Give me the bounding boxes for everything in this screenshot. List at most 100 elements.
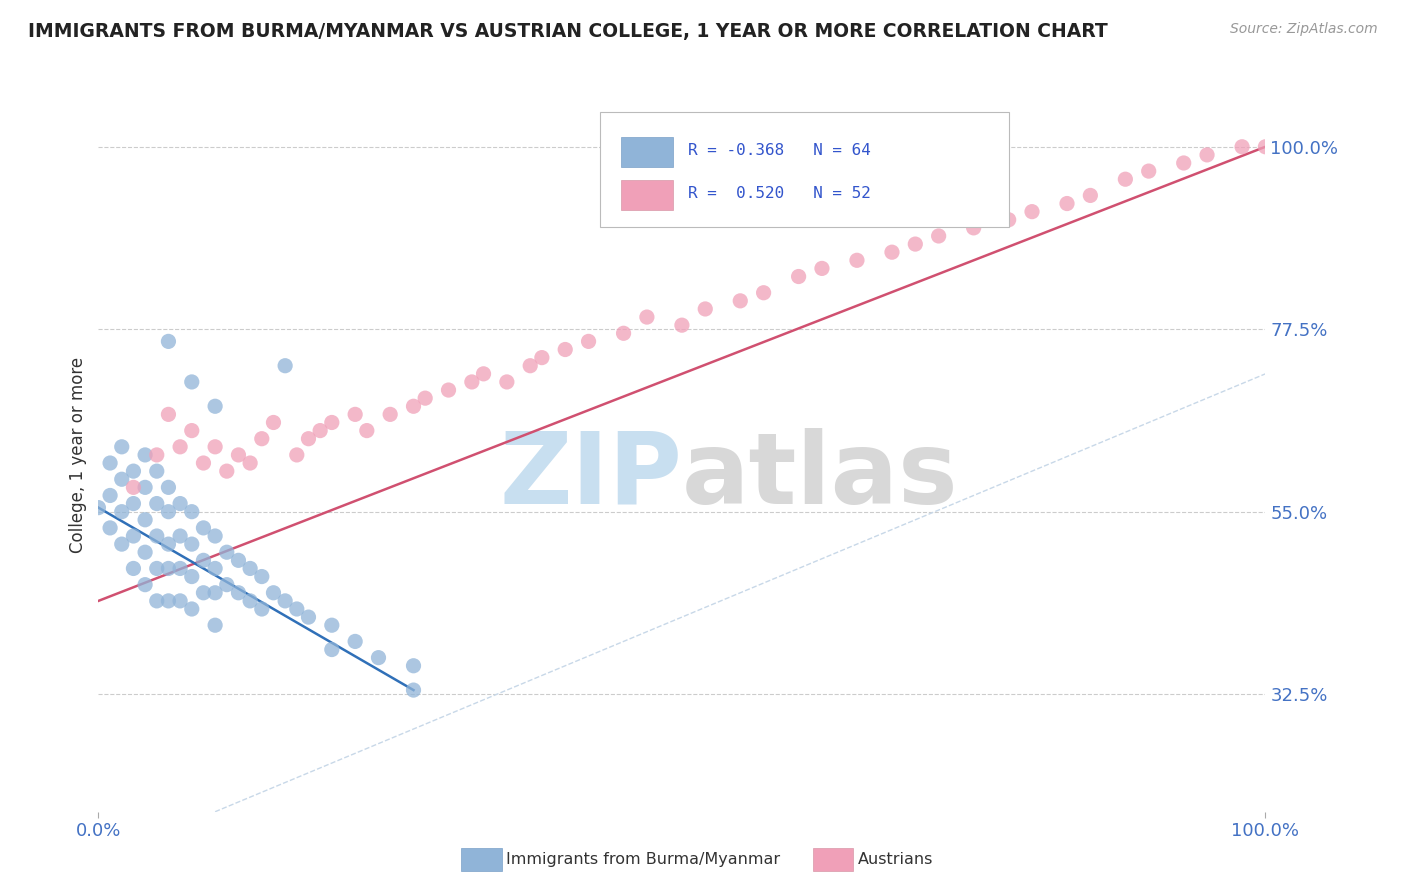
Point <box>671 318 693 333</box>
Point <box>262 416 284 430</box>
Point <box>169 497 191 511</box>
Point <box>730 293 752 308</box>
Y-axis label: College, 1 year or more: College, 1 year or more <box>69 357 87 553</box>
Text: Austrians: Austrians <box>858 853 934 867</box>
Point <box>180 505 202 519</box>
Point <box>845 253 868 268</box>
Point <box>134 480 156 494</box>
Point <box>309 424 332 438</box>
Point <box>146 464 169 478</box>
Point <box>204 440 226 454</box>
Point <box>274 359 297 373</box>
Point <box>193 586 215 600</box>
Point <box>1195 148 1218 162</box>
Point <box>193 553 215 567</box>
Point <box>997 212 1019 227</box>
Point <box>111 505 134 519</box>
Point <box>239 594 262 608</box>
Point <box>554 343 576 357</box>
Point <box>321 416 343 430</box>
Point <box>250 432 273 446</box>
Point <box>787 269 810 284</box>
Point <box>402 683 425 698</box>
Point <box>1056 196 1078 211</box>
Text: R =  0.520   N = 52: R = 0.520 N = 52 <box>688 186 870 202</box>
Point <box>169 561 191 575</box>
FancyBboxPatch shape <box>621 180 672 211</box>
Point <box>111 440 134 454</box>
Point <box>228 553 250 567</box>
Point <box>157 408 180 422</box>
Point <box>402 399 425 413</box>
Point <box>1173 156 1195 170</box>
Point <box>904 237 927 252</box>
Point <box>612 326 634 341</box>
Point <box>204 586 226 600</box>
Point <box>134 545 156 559</box>
Point <box>215 464 238 478</box>
Point <box>228 586 250 600</box>
Point <box>157 334 180 349</box>
Point <box>157 480 180 494</box>
Point <box>193 456 215 470</box>
Point <box>204 618 226 632</box>
Point <box>157 594 180 608</box>
Point <box>111 537 134 551</box>
Point <box>169 440 191 454</box>
Point <box>578 334 600 349</box>
Point <box>157 537 180 551</box>
Point <box>495 375 517 389</box>
Point <box>122 529 145 543</box>
Point <box>204 529 226 543</box>
Point <box>262 586 284 600</box>
Point <box>215 545 238 559</box>
Point <box>321 618 343 632</box>
Point <box>122 497 145 511</box>
Point <box>204 561 226 575</box>
Point <box>180 602 202 616</box>
Point <box>122 464 145 478</box>
Text: R = -0.368   N = 64: R = -0.368 N = 64 <box>688 144 870 159</box>
Point <box>134 577 156 591</box>
Point <box>297 432 319 446</box>
Point <box>98 488 121 502</box>
Point <box>356 424 378 438</box>
Point <box>285 602 308 616</box>
Point <box>928 229 950 244</box>
Point <box>98 456 121 470</box>
Point <box>413 391 436 405</box>
Text: Source: ZipAtlas.com: Source: ZipAtlas.com <box>1230 22 1378 37</box>
Point <box>344 408 367 422</box>
Point <box>180 375 202 389</box>
Point <box>193 521 215 535</box>
Point <box>204 399 226 413</box>
Point <box>111 472 134 486</box>
Point <box>1137 164 1160 178</box>
Point <box>239 456 262 470</box>
Point <box>122 561 145 575</box>
Point <box>297 610 319 624</box>
Point <box>472 367 495 381</box>
Point <box>636 310 658 324</box>
Text: ZIP: ZIP <box>499 428 682 524</box>
Point <box>169 594 191 608</box>
Point <box>378 408 402 422</box>
Point <box>180 569 202 583</box>
Point <box>1080 188 1102 202</box>
Text: IMMIGRANTS FROM BURMA/MYANMAR VS AUSTRIAN COLLEGE, 1 YEAR OR MORE CORRELATION CH: IMMIGRANTS FROM BURMA/MYANMAR VS AUSTRIA… <box>28 22 1108 41</box>
Point <box>962 220 984 235</box>
Point <box>134 513 156 527</box>
Point <box>1230 140 1253 154</box>
Point <box>146 561 169 575</box>
Point <box>134 448 156 462</box>
Point <box>1021 204 1043 219</box>
Point <box>157 561 180 575</box>
FancyBboxPatch shape <box>621 137 672 168</box>
Point <box>169 529 191 543</box>
Text: atlas: atlas <box>682 428 959 524</box>
Point <box>695 301 717 316</box>
Point <box>228 448 250 462</box>
Point <box>87 500 110 515</box>
Point <box>250 569 273 583</box>
Point <box>1114 172 1136 186</box>
